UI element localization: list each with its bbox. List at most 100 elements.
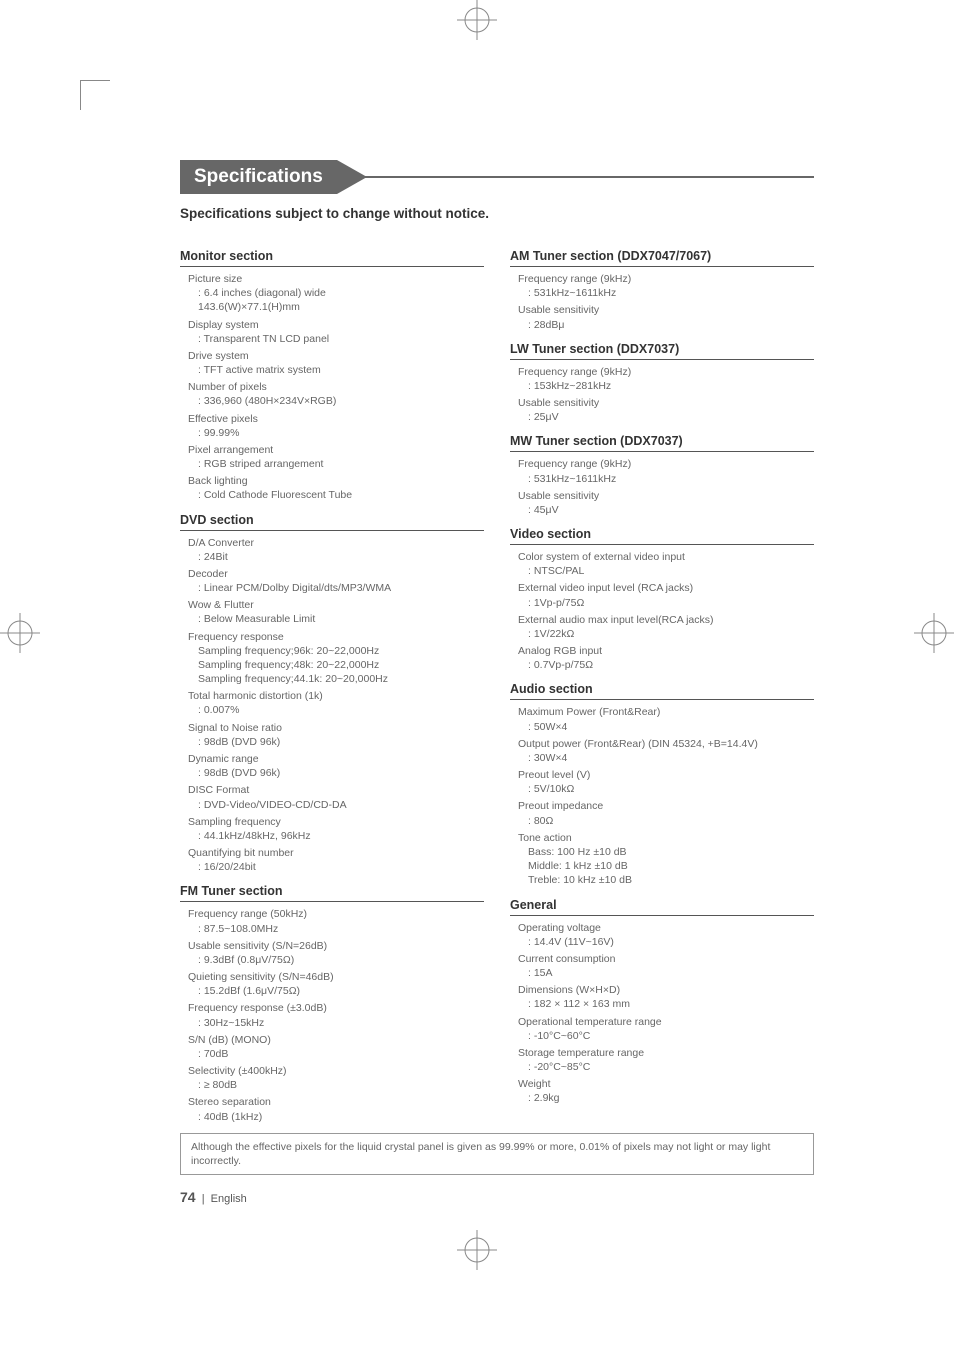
spec-value: : DVD-Video/VIDEO-CD/CD-DA <box>188 798 484 812</box>
spec-value: 143.6(W)×77.1(H)mm <box>188 300 484 314</box>
spec-value: : TFT active matrix system <box>188 363 484 377</box>
spec-value: Bass: 100 Hz ±10 dB <box>518 845 814 859</box>
spec-item: Frequency response (±3.0dB): 30Hz~15kHz <box>180 1001 484 1029</box>
spec-value: : 0.007% <box>188 703 484 717</box>
spec-item: Display system: Transparent TN LCD panel <box>180 318 484 346</box>
spec-item: Dynamic range: 98dB (DVD 96k) <box>180 752 484 780</box>
spec-item: Usable sensitivity: 28dBμ <box>510 303 814 331</box>
spec-item: Frequency range (9kHz): 153kHz~281kHz <box>510 365 814 393</box>
spec-value: Sampling frequency;44.1k: 20~20,000Hz <box>188 672 484 686</box>
spec-item: Frequency range (50kHz): 87.5~108.0MHz <box>180 907 484 935</box>
spec-value: : 5V/10kΩ <box>518 782 814 796</box>
spec-item: S/N (dB) (MONO): 70dB <box>180 1033 484 1061</box>
section-heading: Audio section <box>510 682 814 700</box>
section-heading: Video section <box>510 527 814 545</box>
spec-value: : 182 × 112 × 163 mm <box>518 997 814 1011</box>
spec-item: Signal to Noise ratio: 98dB (DVD 96k) <box>180 721 484 749</box>
spec-item: Sampling frequency: 44.1kHz/48kHz, 96kHz <box>180 815 484 843</box>
spec-item: Analog RGB input: 0.7Vp-p/75Ω <box>510 644 814 672</box>
spec-value: : 15A <box>518 966 814 980</box>
title-arrow <box>337 160 367 194</box>
spec-value: : 30W×4 <box>518 751 814 765</box>
spec-item: Selectivity (±400kHz): ≥ 80dB <box>180 1064 484 1092</box>
spec-value: : 44.1kHz/48kHz, 96kHz <box>188 829 484 843</box>
spec-value: : 28dBμ <box>518 318 814 332</box>
spec-item: Frequency response Sampling frequency;96… <box>180 630 484 687</box>
spec-item: External audio max input level(RCA jacks… <box>510 613 814 641</box>
spec-value: : 153kHz~281kHz <box>518 379 814 393</box>
spec-item: Operating voltage: 14.4V (11V~16V) <box>510 921 814 949</box>
spec-value: : 98dB (DVD 96k) <box>188 735 484 749</box>
page-title: Specifications <box>180 160 337 194</box>
section-heading: FM Tuner section <box>180 884 484 902</box>
spec-item: Stereo separation: 40dB (1kHz) <box>180 1095 484 1123</box>
spec-item: Maximum Power (Front&Rear): 50W×4 <box>510 705 814 733</box>
spec-item: Picture size: 6.4 inches (diagonal) wide… <box>180 272 484 315</box>
spec-value: : 87.5~108.0MHz <box>188 922 484 936</box>
spec-item: Operational temperature range: -10°C~60°… <box>510 1015 814 1043</box>
spec-item: D/A Converter: 24Bit <box>180 536 484 564</box>
spec-value: : Below Measurable Limit <box>188 612 484 626</box>
spec-item: Usable sensitivity: 25μV <box>510 396 814 424</box>
spec-value: : 50W×4 <box>518 720 814 734</box>
page-footer: 74 | English <box>180 1189 814 1205</box>
spec-item: DISC Format: DVD-Video/VIDEO-CD/CD-DA <box>180 783 484 811</box>
spec-value: : 0.7Vp-p/75Ω <box>518 658 814 672</box>
spec-value: : Transparent TN LCD panel <box>188 332 484 346</box>
spec-value: : 24Bit <box>188 550 484 564</box>
spec-value: : -10°C~60°C <box>518 1029 814 1043</box>
crop-mark-top <box>457 0 497 40</box>
spec-value: : 40dB (1kHz) <box>188 1110 484 1124</box>
spec-item: Storage temperature range: -20°C~85°C <box>510 1046 814 1074</box>
spec-value: : 98dB (DVD 96k) <box>188 766 484 780</box>
spec-item: Preout impedance: 80Ω <box>510 799 814 827</box>
spec-value: : 25μV <box>518 410 814 424</box>
spec-item: Effective pixels: 99.99% <box>180 412 484 440</box>
spec-value: : 16/20/24bit <box>188 860 484 874</box>
section-heading: LW Tuner section (DDX7037) <box>510 342 814 360</box>
spec-value: : NTSC/PAL <box>518 564 814 578</box>
section-heading: MW Tuner section (DDX7037) <box>510 434 814 452</box>
section-heading: General <box>510 898 814 916</box>
spec-value: : -20°C~85°C <box>518 1060 814 1074</box>
section-heading: AM Tuner section (DDX7047/7067) <box>510 249 814 267</box>
crop-mark-left <box>0 613 40 653</box>
spec-value: Sampling frequency;48k: 20~22,000Hz <box>188 658 484 672</box>
spec-value: : Cold Cathode Fluorescent Tube <box>188 488 484 502</box>
spec-value: : ≥ 80dB <box>188 1078 484 1092</box>
spec-value: : 6.4 inches (diagonal) wide <box>188 286 484 300</box>
spec-value: : 1V/22kΩ <box>518 627 814 641</box>
spec-item: Back lighting: Cold Cathode Fluorescent … <box>180 474 484 502</box>
spec-value: : 14.4V (11V~16V) <box>518 935 814 949</box>
spec-item: Usable sensitivity (S/N=26dB): 9.3dBf (0… <box>180 939 484 967</box>
spec-value: : 80Ω <box>518 814 814 828</box>
crop-mark-bottom <box>457 1230 497 1270</box>
spec-item: Frequency range (9kHz): 531kHz~1611kHz <box>510 272 814 300</box>
spec-value: : 9.3dBf (0.8μV/75Ω) <box>188 953 484 967</box>
spec-item: Usable sensitivity: 45μV <box>510 489 814 517</box>
spec-value: : Linear PCM/Dolby Digital/dts/MP3/WMA <box>188 581 484 595</box>
spec-item: Wow & Flutter: Below Measurable Limit <box>180 598 484 626</box>
page-language: English <box>211 1193 247 1205</box>
spec-value: : 15.2dBf (1.6μV/75Ω) <box>188 984 484 998</box>
section-heading: DVD section <box>180 513 484 531</box>
spec-value: : 30Hz~15kHz <box>188 1016 484 1030</box>
spec-item: Pixel arrangement: RGB striped arrangeme… <box>180 443 484 471</box>
spec-item: External video input level (RCA jacks): … <box>510 581 814 609</box>
spec-item: Output power (Front&Rear) (DIN 45324, +B… <box>510 737 814 765</box>
spec-item: Tone action Bass: 100 Hz ±10 dB Middle: … <box>510 831 814 888</box>
spec-item: Decoder: Linear PCM/Dolby Digital/dts/MP… <box>180 567 484 595</box>
spec-item: Current consumption: 15A <box>510 952 814 980</box>
spec-item: Quantifying bit number: 16/20/24bit <box>180 846 484 874</box>
spec-value: Middle: 1 kHz ±10 dB <box>518 859 814 873</box>
right-column: AM Tuner section (DDX7047/7067) Frequency… <box>510 239 814 1127</box>
spec-item: Color system of external video input: NT… <box>510 550 814 578</box>
title-rule <box>365 176 814 178</box>
page-subtitle: Specifications subject to change without… <box>180 206 814 221</box>
left-column: Monitor sectionPicture size: 6.4 inches … <box>180 239 484 1127</box>
spec-value: : 531kHz~1611kHz <box>518 286 814 300</box>
crop-corner <box>80 80 110 110</box>
spec-value: : 531kHz~1611kHz <box>518 472 814 486</box>
spec-item: Number of pixels: 336,960 (480H×234V×RGB… <box>180 380 484 408</box>
spec-value: : 2.9kg <box>518 1091 814 1105</box>
